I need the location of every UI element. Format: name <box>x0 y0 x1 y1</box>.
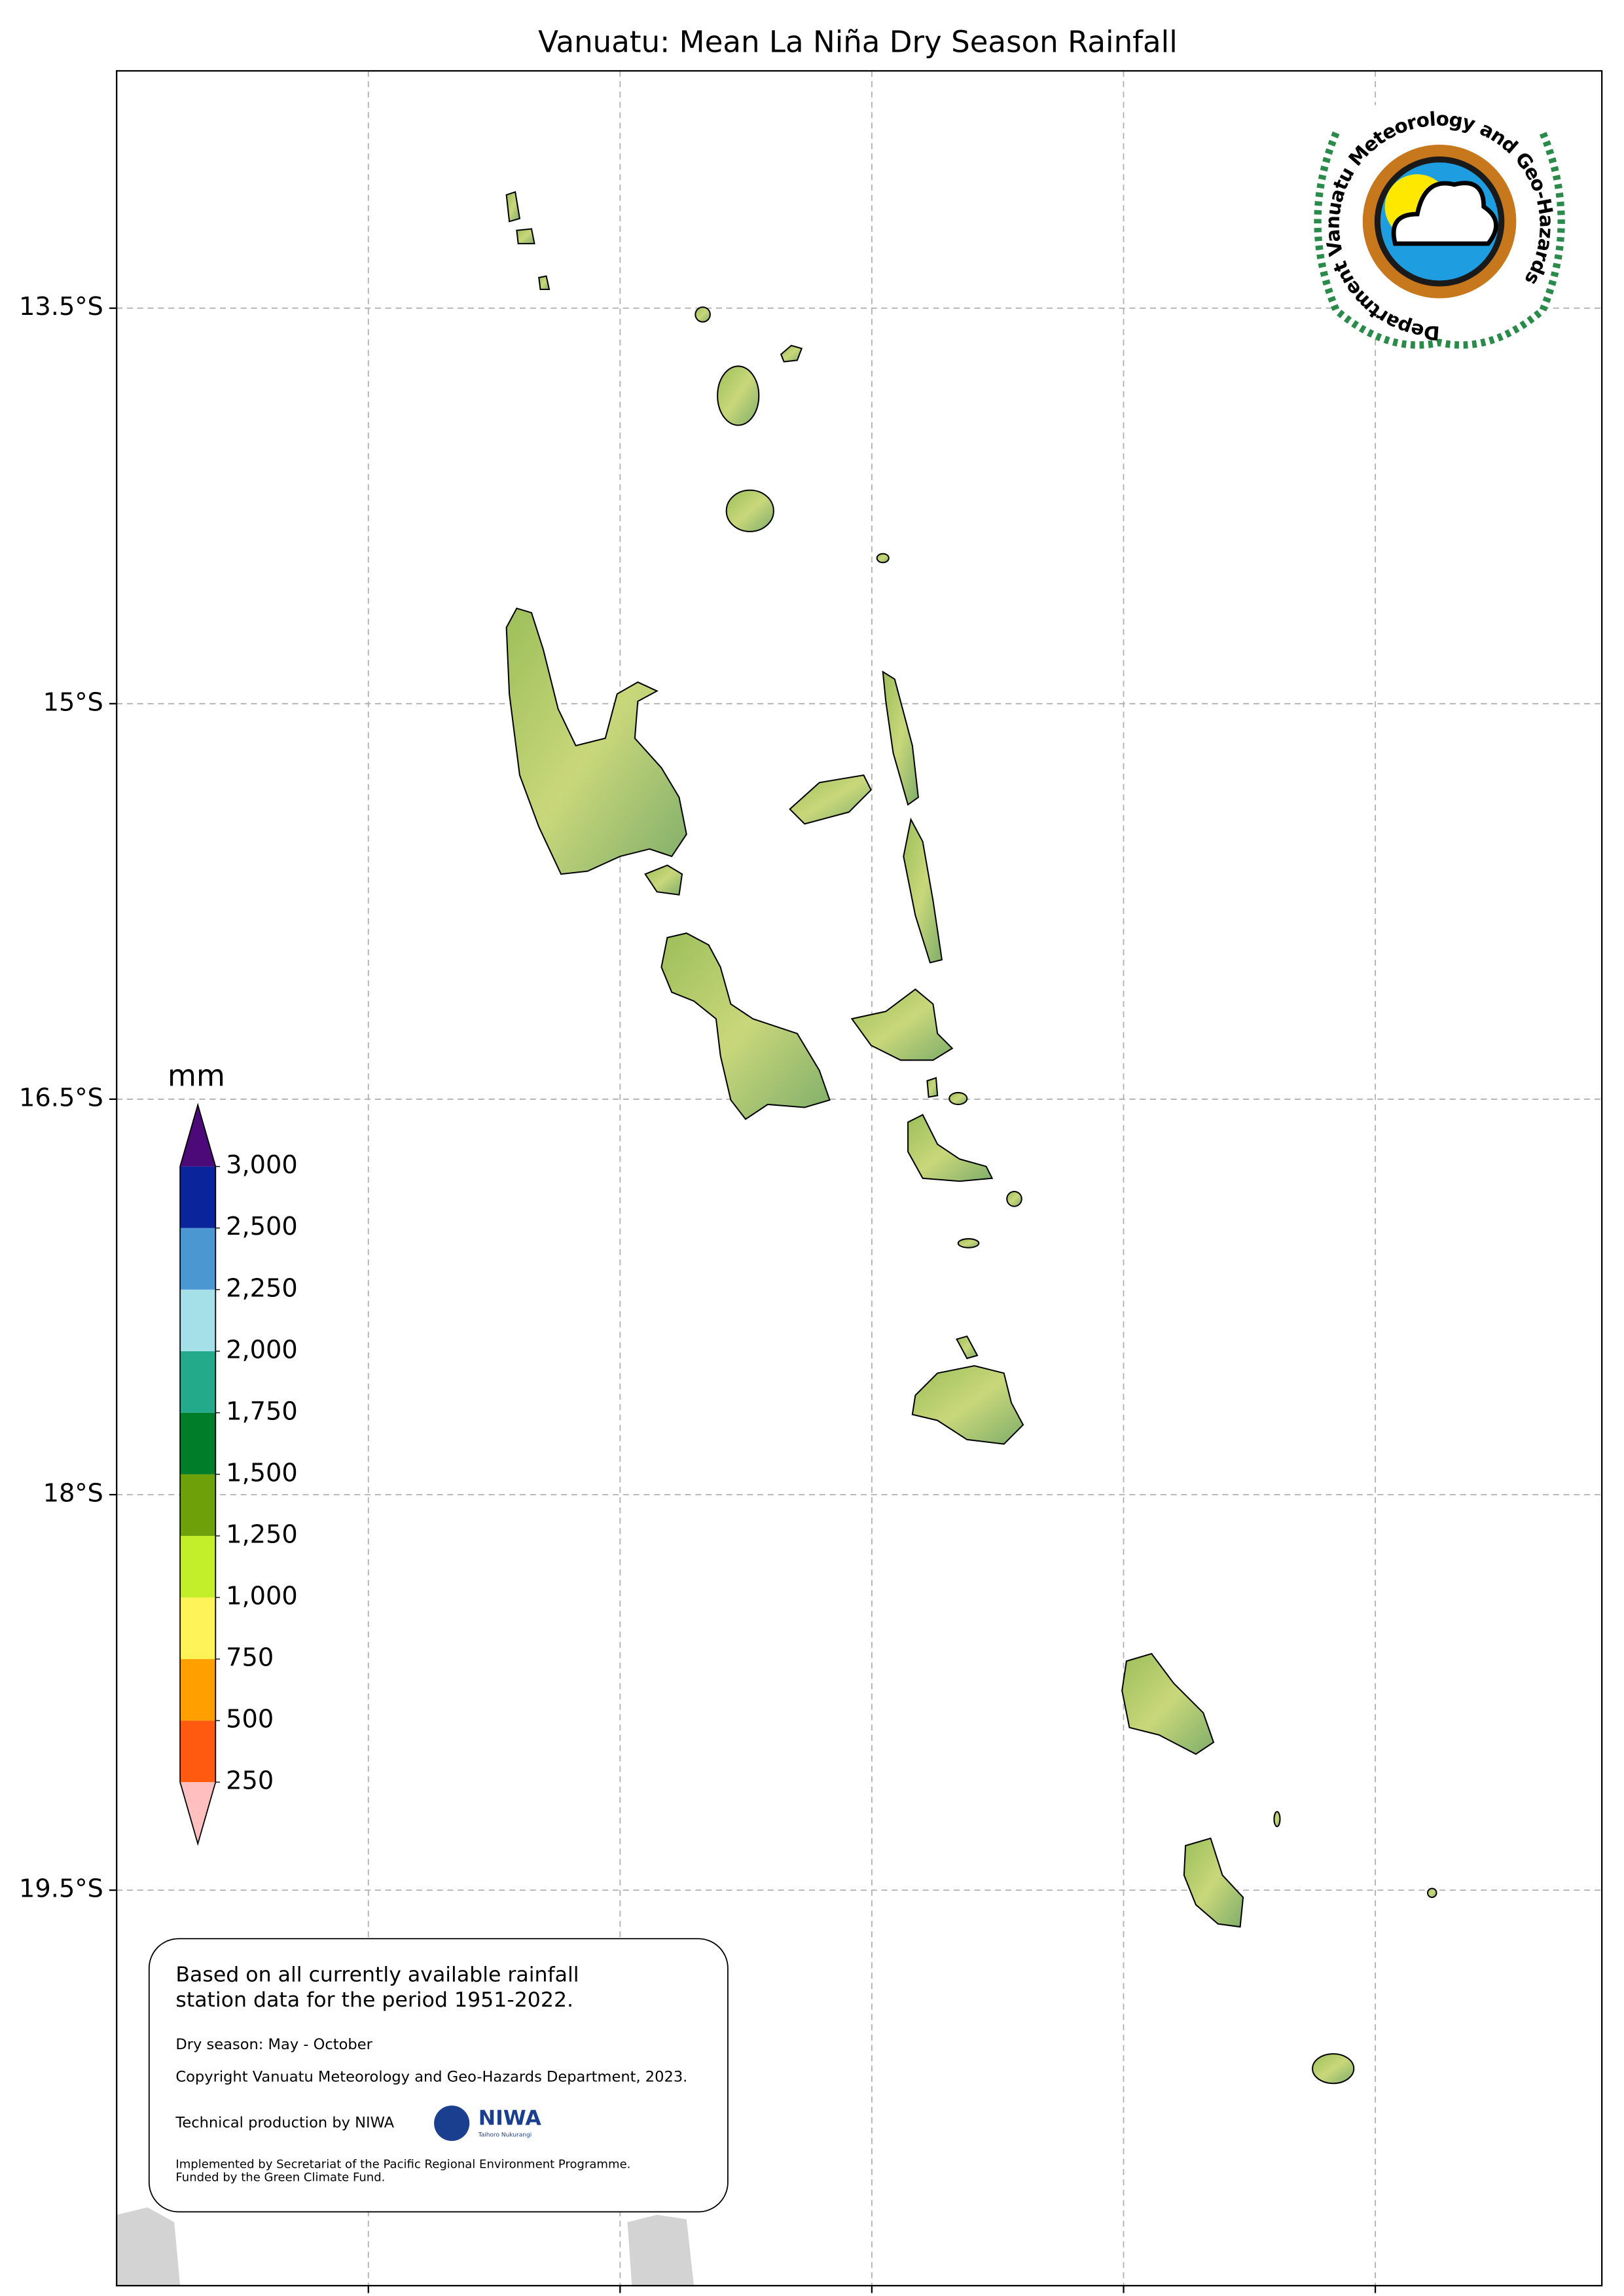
landmass <box>627 2214 695 2286</box>
colorbar-under <box>180 1782 216 1844</box>
colorbar-band <box>180 1351 216 1413</box>
island <box>1006 1191 1022 1207</box>
logo: Department Vanuatu Meteorology and Geo-H… <box>1307 88 1573 355</box>
colorbar-band <box>180 1597 216 1660</box>
landmass <box>117 2207 181 2286</box>
island <box>1183 1837 1244 1928</box>
island <box>505 607 687 875</box>
island <box>1312 2053 1355 2085</box>
island <box>516 228 535 245</box>
colorbar-label: 2,250 <box>226 1273 298 1303</box>
island <box>911 1365 1024 1445</box>
note-funding: Implemented by Secretariat of the Pacifi… <box>175 2157 630 2171</box>
colorbar-over <box>180 1104 216 1167</box>
map-frame <box>116 70 1603 2287</box>
note-funding: Funded by the Green Climate Fund. <box>175 2171 385 2185</box>
y-tick-label: 18°S <box>43 1479 103 1508</box>
island <box>957 1238 980 1248</box>
logo-cloud <box>1391 181 1498 246</box>
colorbar-band <box>180 1474 216 1536</box>
island <box>725 489 774 532</box>
island <box>505 191 521 223</box>
note-line: station data for the period 1951-2022. <box>175 1988 573 2012</box>
colorbar-label: 3,000 <box>226 1150 298 1180</box>
y-tick-label: 16.5°S <box>19 1083 103 1112</box>
graticule <box>117 71 1602 2286</box>
info-box-frame <box>148 1938 729 2213</box>
colorbar-label: 250 <box>226 1766 274 1796</box>
colorbar-band <box>180 1166 216 1228</box>
colorbar-label: 1,000 <box>226 1582 298 1611</box>
island <box>1427 1887 1437 1899</box>
island <box>907 1114 994 1182</box>
map-area <box>117 71 1602 2286</box>
colorbar-band <box>180 1289 216 1351</box>
y-tick-label: 19.5°S <box>19 1874 103 1904</box>
island <box>644 864 683 896</box>
colorbar-band <box>180 1721 216 1783</box>
colorbar: mm 250 500 750 1,000 1,250 1,500 1,750 2,000 2,2… <box>168 1058 298 1846</box>
island <box>660 932 831 1120</box>
colorbar-label: 1,250 <box>226 1520 298 1549</box>
colorbar-label: 1,750 <box>226 1396 298 1426</box>
note-copyright: Copyright Vanuatu Meteorology and Geo-Ha… <box>175 2069 687 2086</box>
note-line: Based on all currently available rainfal… <box>175 1963 579 1987</box>
axis-ticks: 166°E167°E168°E169°E170°E13.5°S15°S16.5°… <box>19 292 1377 2293</box>
island <box>956 1335 979 1360</box>
colorbar-label: 500 <box>226 1705 274 1734</box>
colorbar-label: 2,000 <box>226 1335 298 1364</box>
y-tick-label: 13.5°S <box>19 292 103 321</box>
island <box>876 553 890 564</box>
island <box>538 275 550 291</box>
land <box>117 191 1437 2286</box>
colorbar-label: 1,500 <box>226 1458 298 1487</box>
map-title: Vanuatu: Mean La Niña Dry Season Rainfal… <box>538 25 1178 60</box>
island <box>948 1091 968 1105</box>
colorbar-label: 2,500 <box>226 1212 298 1241</box>
niwa-logo-subtext: Taihoro Nukurangi <box>478 2132 532 2139</box>
colorbar-band <box>180 1228 216 1290</box>
colorbar-band <box>180 1412 216 1474</box>
island <box>926 1077 939 1098</box>
niwa-logo-text: NIWA <box>478 2106 542 2130</box>
colorbar-band <box>180 1535 216 1598</box>
note-season: Dry season: May - October <box>175 2036 372 2053</box>
island <box>1121 1652 1215 1755</box>
island <box>789 774 872 825</box>
island <box>1273 1811 1281 1827</box>
island <box>780 344 803 363</box>
island <box>882 670 919 806</box>
note-production: Technical production by NIWA <box>175 2115 394 2132</box>
island <box>903 817 943 964</box>
logo-wreath <box>1314 131 1565 349</box>
colorbar-unit: mm <box>168 1058 225 1093</box>
island <box>695 306 711 323</box>
colorbar-label: 750 <box>226 1643 274 1673</box>
colorbar-band <box>180 1659 216 1721</box>
island <box>850 988 954 1061</box>
island <box>717 365 760 426</box>
y-tick-label: 15°S <box>43 687 103 717</box>
info-box: Based on all currently available rainfal… <box>148 1938 729 2213</box>
niwa-logo-mark <box>434 2105 470 2141</box>
